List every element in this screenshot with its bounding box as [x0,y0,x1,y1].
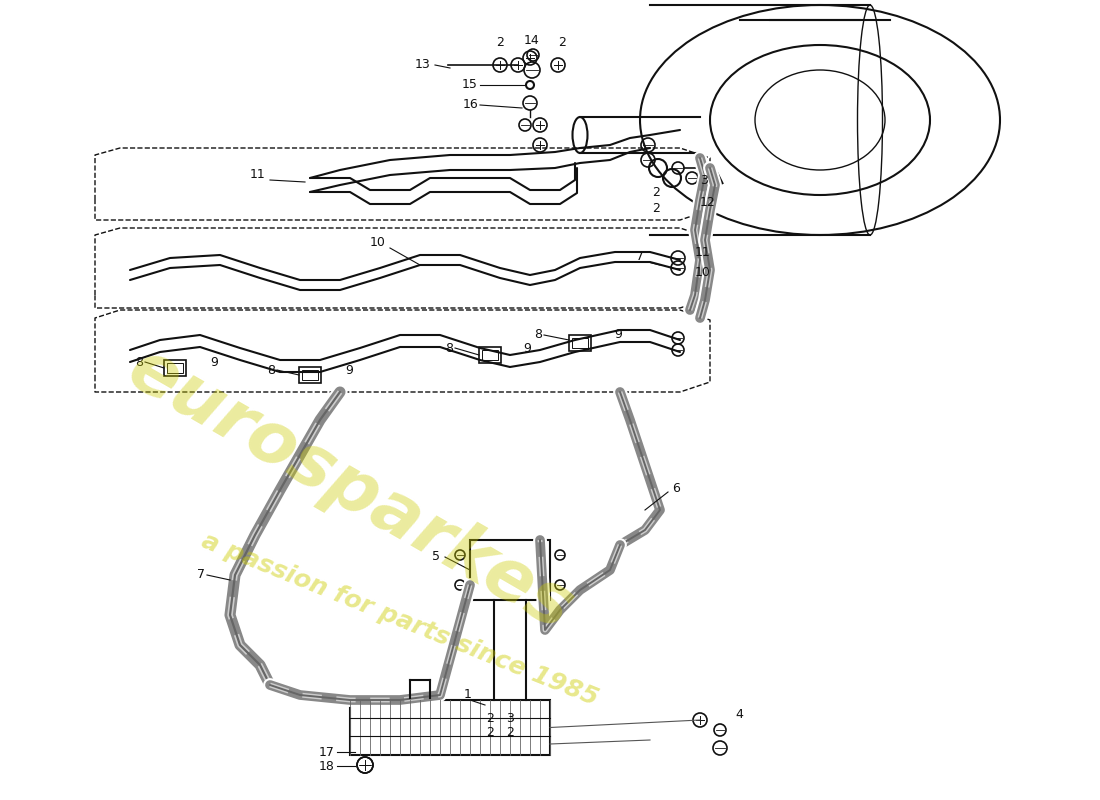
Bar [350,700,550,755]
Bar [167,363,183,373]
Text: 8: 8 [534,329,542,342]
Text: 3: 3 [506,711,514,725]
Text: a passion for parts since 1985: a passion for parts since 1985 [198,529,602,711]
Text: 9: 9 [614,329,622,342]
Text: 8: 8 [135,355,143,369]
Text: 15: 15 [462,78,478,91]
Text: 2: 2 [496,35,504,49]
Text: 13: 13 [415,58,430,71]
Text: 9: 9 [522,342,531,354]
Text: 2: 2 [652,202,660,214]
Text: 7: 7 [197,569,205,582]
Text: 7: 7 [636,250,644,262]
Text: 1: 1 [464,689,472,702]
Text: 12: 12 [700,197,716,210]
Text: 11: 11 [695,246,711,258]
Text: 3: 3 [700,174,708,186]
Text: 5: 5 [432,550,440,563]
Text: 2: 2 [486,726,494,739]
Bar [299,367,321,383]
Text: 2: 2 [558,35,565,49]
Text: 2: 2 [652,186,660,198]
Text: 2: 2 [486,711,494,725]
Text: 11: 11 [250,169,266,182]
Text: 2: 2 [506,726,514,739]
Text: 6: 6 [672,482,680,494]
Bar [470,540,550,600]
Text: 10: 10 [370,235,386,249]
Bar [482,350,498,360]
Text: 18: 18 [319,759,336,773]
Bar [478,347,500,363]
Text: 17: 17 [319,746,336,758]
Text: 16: 16 [462,98,478,111]
Text: 4: 4 [735,709,743,722]
Text: 9: 9 [210,355,218,369]
Bar [569,335,591,351]
Text: 10: 10 [695,266,711,278]
Text: 8: 8 [267,363,275,377]
Text: 14: 14 [524,34,540,46]
Text: 9: 9 [345,363,353,377]
Text: 8: 8 [446,342,453,354]
Text: eurosparkes: eurosparkes [116,334,585,646]
Bar [302,370,318,380]
Bar [164,360,186,376]
Bar [572,338,588,348]
